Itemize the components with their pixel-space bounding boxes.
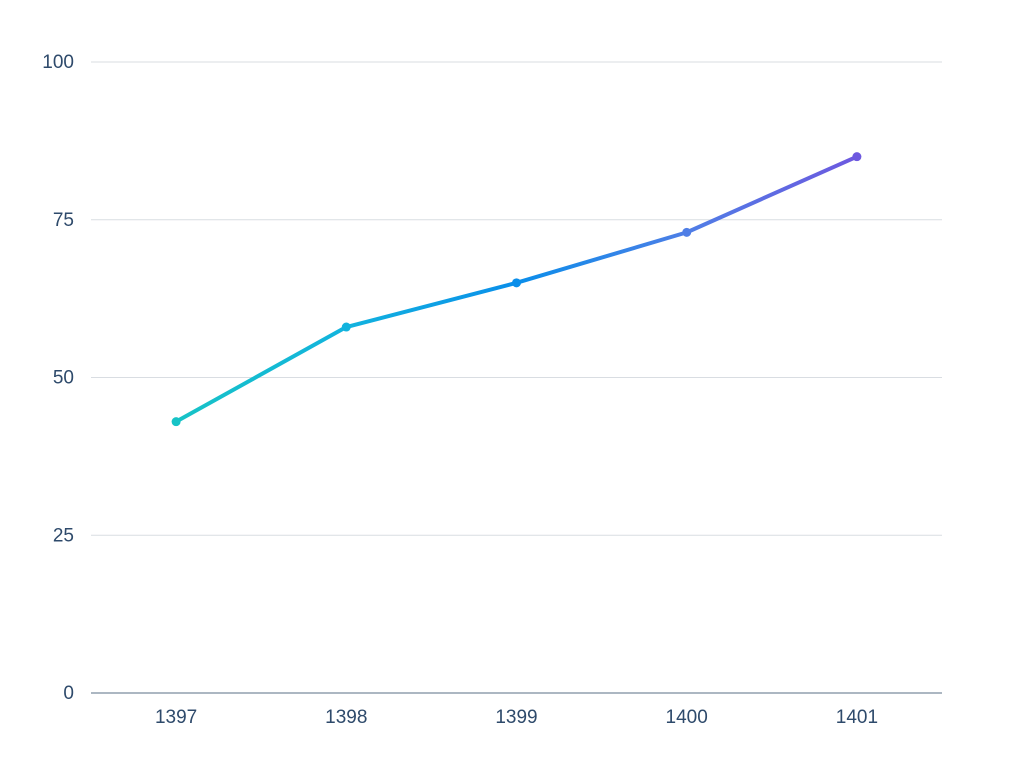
y-tick-label: 100 <box>42 52 74 73</box>
data-point <box>171 417 181 427</box>
y-tick-label: 25 <box>53 525 74 546</box>
x-tick-label: 1399 <box>495 707 537 728</box>
x-tick-label: 1400 <box>666 707 708 728</box>
x-tick-label: 1397 <box>155 707 197 728</box>
data-point <box>341 322 351 332</box>
data-point <box>512 278 521 288</box>
y-tick-label: 50 <box>53 368 74 389</box>
x-tick-label: 1398 <box>325 707 367 728</box>
data-point <box>852 152 862 162</box>
y-tick-label: 0 <box>63 683 74 704</box>
data-line <box>174 154 859 424</box>
data-point <box>682 227 692 237</box>
x-tick-label: 1401 <box>836 707 878 728</box>
y-tick-label: 75 <box>53 210 74 231</box>
